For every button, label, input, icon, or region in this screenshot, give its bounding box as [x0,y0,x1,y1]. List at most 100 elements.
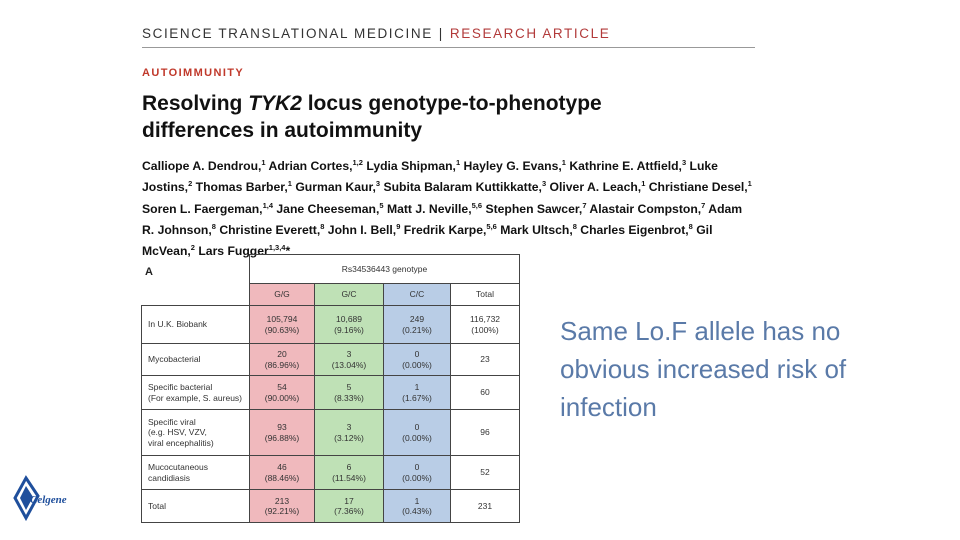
genotype-header: Rs34536443 genotype [249,254,520,284]
author-name: Adrian Cortes, [268,159,353,174]
cell-gg: 20 (86.96%) [249,343,315,376]
author-name: Thomas Barber, [195,180,288,195]
cell-text: 93 [277,422,287,432]
table-row: Specific viral (e.g. HSV, VZV, viral encep… [141,409,520,456]
cell-text: (0.00%) [402,472,432,483]
cell-gc: 3 (3.12%) [314,409,384,456]
article-type: RESEARCH ARTICLE [449,26,611,41]
col-header-gc: G/C [314,283,384,306]
author-affiliation: 3 [541,179,547,189]
cell-text: 5 [346,382,352,392]
author-name: Subita Balaram Kuttikkatte, [383,180,542,195]
author-name: Gurman Kaur, [295,180,376,195]
author-name: Oliver A. Leach, [549,180,642,195]
cell-text: (90.00%) [264,392,300,403]
cell-total: 60 [450,375,520,410]
author-name: Mark Ultsch, [500,222,573,237]
cell-text: 20 [277,349,287,359]
cell-text: (11.54%) [332,472,366,483]
table-row: Specific bacterial (For example, S. aureu… [141,375,520,410]
cell-text: (7.36%) [334,506,364,516]
author-affiliation: 2 [190,243,195,253]
cell-text: 213 [274,495,290,506]
author-affiliation: 5 [379,200,384,210]
cell-text: 0 [414,422,420,432]
cell-text: Specific viral [148,416,196,427]
author-affiliation: 1,2 [352,158,363,167]
journal-name: SCIENCE TRANSLATIONAL MEDICINE [142,26,433,41]
cell-text: 52 [480,467,490,478]
cell-text: (e.g. HSV, VZV, [148,427,207,438]
cell-label: Mycobacterial [141,343,250,376]
cell-cc: 1 (0.43%) [383,489,451,523]
cell-text: 54 [277,382,287,392]
author-affiliation: 7 [582,200,587,210]
cell-text: (100%) [471,324,499,335]
cell-total: 52 [450,455,520,490]
author-name: Alastair Compston, [589,201,702,216]
author-affiliation: 8 [572,221,577,231]
cell-cc: 249 (0.21%) [383,305,451,344]
slide-note: Same Lo.F allele has no obvious increase… [560,316,847,422]
celgene-diamond-logo-icon: Celgene [13,475,67,522]
author-name: Fredrik Karpe, [403,222,487,237]
table-corner [142,284,250,306]
cell-total: 96 [450,409,520,456]
cell-cc: 1 (1.67%) [383,375,451,410]
cell-text: (3.12%) [334,432,364,443]
cell-text: Mucocutaneous [148,462,209,472]
cell-text: 0 [414,462,420,472]
cell-gc: 5 (8.33%) [314,375,384,410]
author-affiliation: 3 [681,158,687,167]
table-row: Mycobacterial 20 (86.96%) 3 (13.04%) 0 (0.00%)… [141,343,520,376]
author-affiliation: 1 [561,158,566,167]
cell-total: 116,732 (100%) [450,305,520,344]
cell-cc: 0 (0.00%) [383,455,451,490]
cell-text: (88.46%) [264,472,300,483]
table-row: In U.K. Biobank 105,794 (90.63%) 10,689 (9.1… [141,305,520,344]
cell-text: 60 [480,387,490,398]
cell-text: 1 [414,495,420,506]
cell-text: (0.00%) [402,432,432,443]
title-rest: locus genotype-to-phenotype differences … [142,92,602,142]
cell-gc: 10,689 (9.16%) [314,305,384,344]
cell-text: Specific bacterial [148,382,213,392]
journal-separator: | [438,26,444,41]
cell-text: (1.67%) [402,392,432,403]
header-rule [142,47,755,48]
author-name: Kathrine E. Attfield, [569,159,682,174]
author-name: John I. Bell, [327,222,397,237]
author-affiliation: 1,3,4 [268,243,286,253]
cell-gg: 105,794 (90.63%) [249,305,315,344]
cell-text: 96 [480,427,490,438]
cell-gc: 3 (13.04%) [314,343,384,376]
cell-text: 23 [480,354,490,365]
cell-text: 6 [346,462,352,472]
author-name: Soren L. Faergeman, [142,201,263,216]
author-name: Christine Everett, [219,222,321,237]
title-prefix: Resolving [142,92,249,115]
cell-total: 23 [450,343,520,376]
cell-text: (0.21%) [402,324,432,335]
author-affiliation: 1 [455,158,461,167]
author-affiliation: 8 [211,221,216,231]
cell-text: (86.96%) [264,359,300,370]
cell-text: (0.43%) [402,506,432,516]
cell-text: viral encephalitis) [148,437,214,448]
cell-label: Specific viral (e.g. HSV, VZV, viral encep… [141,409,250,456]
author-affiliation: 7 [701,200,706,210]
author-name: Jane Cheeseman, [276,201,380,216]
cell-text: 105,794 [266,314,298,324]
cell-text: 10,689 [336,314,362,324]
author-affiliation: 8 [320,221,325,231]
cell-text: 0 [414,349,420,359]
cell-text: 116,732 [469,314,501,324]
author-name: Stephen Sawcer, [485,201,583,216]
col-header-gg: G/G [249,283,315,306]
cell-text: 46 [277,462,287,472]
author-name: Christiane Desel, [648,180,748,195]
author-name: Lydia Shipman, [366,159,456,174]
genotype-table: Rs34536443 genotype G/G G/C C/C Total In… [141,254,520,523]
corresponding-star: * [285,244,291,259]
cell-gg: 46 (88.46%) [249,455,315,490]
